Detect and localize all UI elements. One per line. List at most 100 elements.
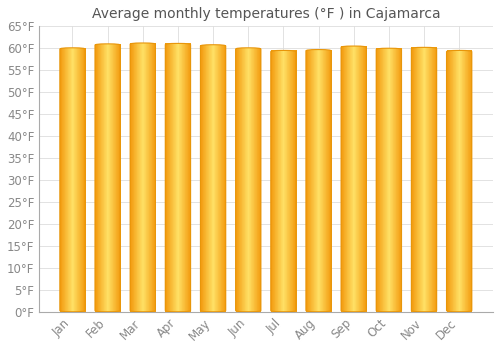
Bar bbox=[399, 48, 400, 312]
Bar bbox=[428, 47, 429, 312]
Bar bbox=[200, 45, 201, 312]
Bar bbox=[108, 44, 110, 312]
Bar bbox=[383, 48, 384, 312]
Bar bbox=[457, 50, 458, 312]
Bar bbox=[113, 44, 114, 312]
Bar bbox=[323, 50, 324, 312]
Bar bbox=[237, 48, 238, 312]
Bar bbox=[79, 48, 80, 312]
Bar bbox=[80, 48, 81, 312]
Bar bbox=[341, 46, 342, 312]
Bar bbox=[256, 48, 257, 312]
Bar bbox=[166, 43, 167, 312]
Bar bbox=[78, 48, 80, 312]
Bar bbox=[143, 43, 144, 312]
Bar bbox=[346, 46, 347, 312]
Bar bbox=[458, 50, 459, 312]
Bar bbox=[144, 43, 146, 312]
Bar bbox=[276, 50, 278, 312]
Bar bbox=[188, 43, 189, 312]
Bar bbox=[251, 48, 252, 312]
Bar bbox=[468, 50, 469, 312]
Bar bbox=[114, 44, 116, 312]
Bar bbox=[348, 46, 349, 312]
Bar bbox=[390, 48, 391, 312]
Bar bbox=[253, 48, 254, 312]
Bar bbox=[415, 47, 416, 312]
Bar bbox=[244, 48, 245, 312]
Bar bbox=[150, 43, 152, 312]
Bar bbox=[454, 50, 456, 312]
Bar bbox=[280, 50, 281, 312]
Bar bbox=[107, 44, 108, 312]
Bar bbox=[65, 48, 66, 312]
Bar bbox=[247, 48, 248, 312]
Bar bbox=[282, 50, 283, 312]
Bar bbox=[320, 50, 321, 312]
Bar bbox=[465, 50, 466, 312]
Bar bbox=[427, 47, 428, 312]
Bar bbox=[376, 48, 377, 312]
Bar bbox=[99, 44, 100, 312]
Bar bbox=[60, 48, 61, 312]
Bar bbox=[356, 46, 357, 312]
Bar bbox=[363, 46, 364, 312]
Bar bbox=[412, 47, 413, 312]
Bar bbox=[248, 48, 249, 312]
Bar bbox=[412, 47, 413, 312]
Bar bbox=[391, 48, 392, 312]
Bar bbox=[321, 50, 322, 312]
Bar bbox=[289, 50, 290, 312]
Bar bbox=[245, 48, 246, 312]
Bar bbox=[396, 48, 397, 312]
Bar bbox=[171, 43, 172, 312]
Bar bbox=[187, 43, 188, 312]
Bar bbox=[429, 47, 430, 312]
Bar bbox=[310, 50, 311, 312]
Bar bbox=[206, 45, 207, 312]
Bar bbox=[149, 43, 150, 312]
Bar bbox=[361, 46, 362, 312]
Bar bbox=[214, 45, 215, 312]
Bar bbox=[469, 50, 470, 312]
Bar bbox=[471, 50, 472, 312]
Bar bbox=[69, 48, 70, 312]
Bar bbox=[276, 50, 277, 312]
Bar bbox=[427, 47, 428, 312]
Bar bbox=[62, 48, 63, 312]
Bar bbox=[152, 43, 153, 312]
Bar bbox=[435, 47, 436, 312]
Bar bbox=[110, 44, 111, 312]
Bar bbox=[236, 48, 237, 312]
Bar bbox=[131, 43, 132, 312]
Bar bbox=[344, 46, 345, 312]
Bar bbox=[96, 44, 98, 312]
Bar bbox=[398, 48, 399, 312]
Bar bbox=[419, 47, 420, 312]
Bar bbox=[140, 43, 141, 312]
Bar bbox=[77, 48, 78, 312]
Bar bbox=[316, 50, 317, 312]
Bar bbox=[451, 50, 452, 312]
Bar bbox=[358, 46, 359, 312]
Bar bbox=[293, 50, 294, 312]
Bar bbox=[174, 43, 175, 312]
Bar bbox=[361, 46, 362, 312]
Bar bbox=[208, 45, 209, 312]
Bar bbox=[138, 43, 140, 312]
Bar bbox=[351, 46, 352, 312]
Bar bbox=[354, 46, 355, 312]
Bar bbox=[313, 50, 314, 312]
Bar bbox=[326, 50, 327, 312]
Bar bbox=[181, 43, 182, 312]
Bar bbox=[170, 43, 171, 312]
Bar bbox=[208, 45, 209, 312]
Bar bbox=[186, 43, 188, 312]
Bar bbox=[216, 45, 217, 312]
Bar bbox=[61, 48, 62, 312]
Bar bbox=[453, 50, 454, 312]
Bar bbox=[397, 48, 398, 312]
Bar bbox=[327, 50, 328, 312]
Bar bbox=[213, 45, 214, 312]
Bar bbox=[309, 50, 310, 312]
